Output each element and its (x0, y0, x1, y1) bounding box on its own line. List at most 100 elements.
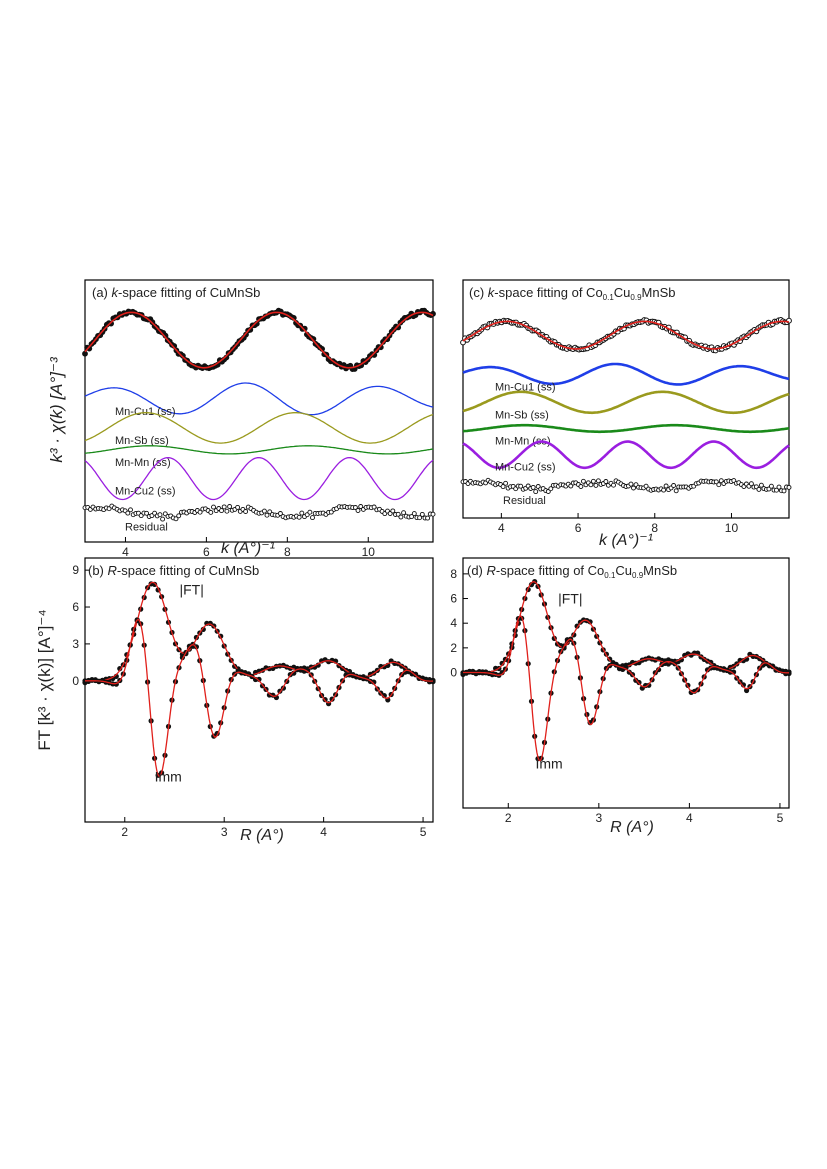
panel-d-plot: 2 3 4 5 0 2 4 6 8 |FT| Imm (450, 567, 792, 825)
panel-b-xtick-label: 5 (420, 825, 427, 839)
panel-b-ytick-label: 0 (72, 674, 79, 688)
panel-a-title: (a) k-space fitting of CuMnSb (92, 285, 260, 300)
panel-d-imm-point (786, 669, 792, 675)
panel-a-residual-point (144, 510, 150, 516)
panel-a-residual-point (398, 514, 404, 520)
panel-c-mn_mn-label: Mn-Mn (ss) (495, 435, 551, 447)
panel-a-mn_cu1-line (84, 382, 434, 416)
panel-a-residual-point (264, 512, 270, 518)
panel-c-plot: 4 6 8 10 Mn-Cu1 (ss) Mn-Sb (ss) Mn-Mn (ss) Mn-C… (460, 317, 792, 535)
panel-c-mn_cu2-line (462, 440, 790, 470)
panel-c-residual-point (500, 484, 506, 490)
panel-a-frame (84, 279, 434, 543)
panel-c-residual-point (768, 483, 774, 489)
panel-d-imm-fit-line (463, 615, 789, 762)
panel-a-residual-point (390, 508, 396, 514)
panel-b-plot: 2 3 4 5 0 3 6 9 |FT| Imm (72, 563, 436, 839)
panel-c-mn_cu1-line (462, 362, 790, 386)
panel-c-residual-point (661, 487, 667, 493)
panel-b-ytick-label: 9 (72, 563, 79, 577)
panel-c-residual-point (756, 486, 762, 492)
panel-b-imm-point (291, 670, 297, 676)
panel-a-residual-point (430, 511, 436, 517)
panel-d-xlabel: R (A°) (610, 819, 654, 836)
panel-b-imm-point (256, 676, 262, 682)
panel-d-title: (d) R-space fitting of Co0.1Cu0.9MnSb (467, 563, 677, 580)
panel-d-ft-point (499, 660, 505, 666)
panel-a-residual-point (157, 512, 163, 518)
panel-a-xtick-label: 4 (122, 545, 129, 559)
panel-c-residual-label: Residual (503, 495, 546, 507)
panel-d-annotation: Imm (535, 756, 562, 772)
panel-d-ytick-label: 8 (450, 567, 457, 581)
panel-c-residual-point (774, 487, 779, 493)
panel-a-residual-point (267, 509, 273, 515)
panel-c-residual-point (776, 484, 782, 490)
panel-a-xtick-label: 6 (203, 545, 210, 559)
panel-a-residual-point (261, 508, 267, 514)
panel-a-residual-point (125, 510, 131, 516)
panel-a-residual-point (224, 508, 230, 514)
panel-c-residual-point (716, 482, 722, 488)
panel-a-xtick-label: 10 (362, 545, 376, 559)
panel-d-ft-point (708, 659, 714, 665)
panel-a-residual-point (211, 504, 216, 510)
panel-d-imm-point (499, 670, 505, 676)
panel-c-fit-line (462, 320, 790, 350)
panel-d-xtick-label: 5 (777, 811, 784, 825)
panel-a-ylabel: k³ · χ(k) [A°]⁻³ (47, 356, 66, 463)
panel-d-xtick-label: 2 (505, 811, 512, 825)
panel-c-residual-point (671, 483, 677, 488)
panel-c-frame (462, 279, 790, 519)
panel-c-residual-point (588, 482, 594, 488)
panel-c-title: (c) k-space fitting of Co0.1Cu0.9MnSb (469, 285, 676, 302)
panel-a-mn_cu2-label: Mn-Cu2 (ss) (115, 486, 176, 498)
panel-c-residual-point (786, 484, 792, 490)
panel-c-mn_mn-line (462, 423, 790, 434)
panel-a-residual-point (310, 515, 315, 521)
panel-c-residual-point (593, 482, 599, 488)
panel-a-residual-point (235, 504, 241, 510)
panel-b-annotation: |FT| (179, 582, 203, 598)
panel-a-residual-point (208, 509, 214, 515)
panel-c-residual-point (631, 485, 636, 491)
panel-a-residual-point (417, 515, 423, 521)
panel-d-ytick-label: 2 (450, 641, 457, 655)
panel-b-imm-fit-line (85, 618, 434, 778)
panel-a-xtick-label: 8 (284, 545, 291, 559)
panel-a-mn_mn-line (84, 445, 434, 455)
panel-a-mn_cu2-line (84, 456, 434, 501)
panel-a-residual-point (409, 514, 415, 520)
panel-b-xlabel: R (A°) (240, 827, 284, 844)
panel-a-fit-line (84, 311, 434, 369)
panel-a-xlabel: k (A°)⁻¹ (221, 540, 275, 557)
panel-a-residual-point (296, 514, 302, 520)
panel-b-xtick-label: 2 (121, 825, 128, 839)
panel-a-residual-point (352, 505, 358, 510)
panel-d-ytick-label: 4 (450, 616, 457, 630)
panel-a-data-point (82, 350, 88, 357)
panel-b-ytick-label: 3 (72, 637, 79, 651)
panel-d-imm-point (740, 682, 747, 688)
panel-c-residual-point (603, 479, 609, 484)
panel-a-residual-point (299, 510, 305, 516)
panel-c-residual-point (568, 483, 574, 489)
panel-d-xtick-label: 4 (686, 811, 693, 825)
panel-c-xlabel: k (A°)⁻¹ (599, 532, 653, 549)
panel-a-residual-label: Residual (125, 521, 168, 533)
panel-a-residual-point (128, 507, 133, 513)
panel-a-mn_sb-label: Mn-Sb (ss) (115, 435, 169, 447)
panel-c-xtick-label: 6 (575, 521, 582, 535)
panel-a-residual-point (419, 511, 425, 517)
panel-c-residual-point (628, 481, 634, 487)
panel-d-imm-point (646, 682, 652, 688)
panel-a-mn_sb-line (84, 412, 434, 444)
panel-c-residual-point (590, 478, 596, 484)
panel-b-ytick-label: 6 (72, 600, 79, 614)
panel-a-residual-point (411, 511, 417, 517)
panel-a-residual-point (355, 508, 361, 513)
panel-c-residual-point (748, 481, 754, 487)
panel-b-annotation: Imm (155, 769, 182, 785)
